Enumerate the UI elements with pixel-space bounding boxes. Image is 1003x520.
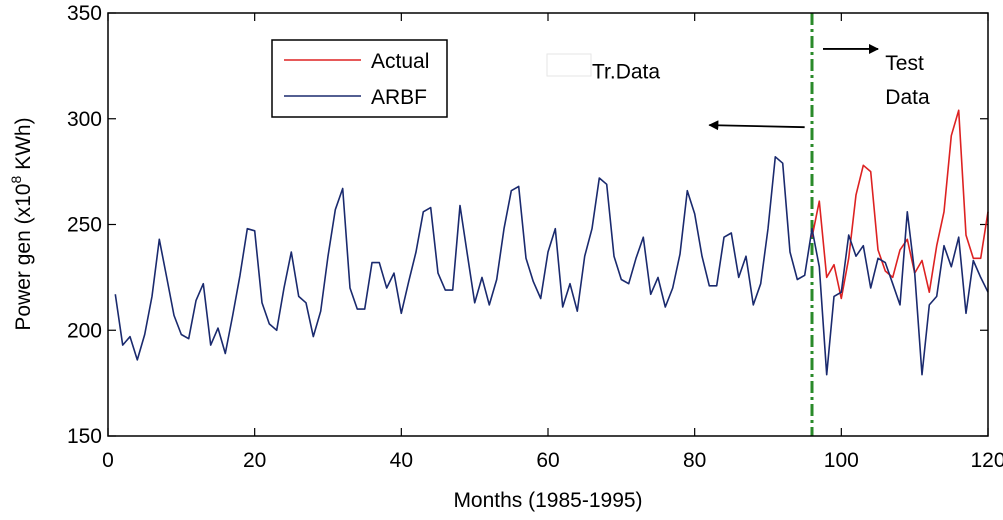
legend-label-actual: Actual: [371, 50, 429, 73]
y-axis-label-exponent: 8: [8, 176, 24, 184]
annotation-data: Data: [885, 86, 930, 109]
y-tick-label-200: 200: [67, 319, 102, 342]
series-group: [114, 109, 989, 376]
x-tick-label-60: 60: [536, 449, 559, 472]
annotation-test: Test: [885, 52, 924, 75]
y-tick-label-250: 250: [67, 214, 102, 237]
tr-data-text-box: [546, 53, 592, 77]
annotation-tr-data: Tr.Data: [592, 61, 660, 84]
x-tick-label-0: 0: [102, 449, 114, 472]
series-line-actual: [811, 109, 989, 300]
x-axis-label: Months (1985-1995): [453, 489, 642, 512]
x-tick-label-80: 80: [683, 449, 706, 472]
y-axis-label: Power gen (x108 KWh): [8, 117, 35, 330]
legend: Actual ARBF: [271, 39, 448, 118]
x-tick-label-20: 20: [243, 449, 266, 472]
plot-frame: [107, 12, 989, 437]
y-axis-label-prefix: Power gen (x10: [12, 184, 35, 331]
x-tick-label-120: 120: [970, 449, 1003, 472]
y-tick-label-150: 150: [67, 425, 102, 448]
legend-box: [271, 39, 448, 118]
y-tick-label-300: 300: [67, 108, 102, 131]
plot-area: [108, 13, 988, 436]
y-axis-label-suffix: KWh): [12, 117, 35, 175]
arrow-left-training: [708, 120, 805, 131]
x-tick-label-100: 100: [824, 449, 859, 472]
series-line-arbf: [114, 156, 989, 376]
y-tick-label-350: 350: [67, 2, 102, 25]
legend-label-arbf: ARBF: [371, 86, 427, 109]
x-tick-label-40: 40: [390, 449, 413, 472]
axis-tick-labels: 0 20 40 60 80 100 120 150 200 250 300 350: [67, 2, 1003, 472]
